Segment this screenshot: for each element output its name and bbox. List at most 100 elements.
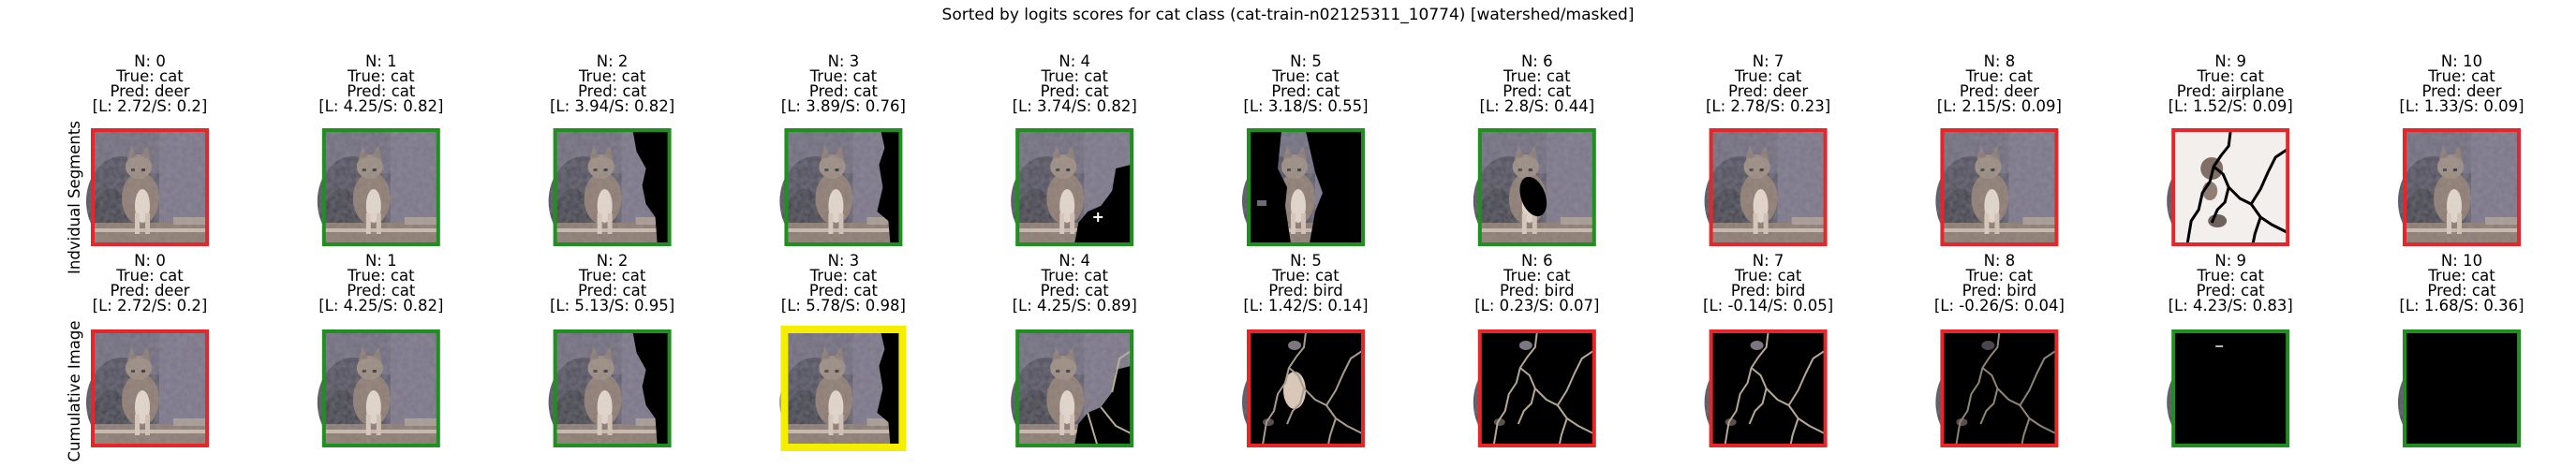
panel-index-label: N: 3: [828, 252, 860, 270]
panel-pred-label: Pred: cat: [1041, 82, 1110, 100]
panel-index-label: N: 10: [2441, 252, 2482, 270]
panel-true-label: True: cat: [1503, 67, 1571, 85]
panel-pred-label: Pred: cat: [1503, 82, 1572, 100]
panel-score-label: [L: 3.18/S: 0.55]: [1243, 97, 1368, 115]
panel-pred-label: Pred: cat: [1041, 282, 1110, 300]
panel-score-label: [L: 3.74/S: 0.82]: [1013, 97, 1137, 115]
panel-index-label: N: 9: [2214, 52, 2246, 70]
panel-true-label: True: cat: [1965, 267, 2034, 285]
panel-index-label: N: 7: [1753, 252, 1784, 270]
panel-pred-label: Pred: deer: [110, 282, 189, 300]
panel-true-label: True: cat: [1965, 67, 2034, 85]
panel-true-label: True: cat: [809, 267, 878, 285]
panel-border: [1015, 329, 1134, 447]
panel-index-label: N: 7: [1753, 52, 1784, 70]
panel-score-label: [L: 1.68/S: 0.36]: [2399, 297, 2524, 314]
segment-image: [2398, 332, 2518, 447]
panel-true-label: True: cat: [1734, 267, 1802, 285]
panel-true-label: True: cat: [2427, 67, 2495, 85]
panel-border: [780, 326, 907, 451]
panel-score-label: [L: 5.13/S: 0.95]: [550, 297, 674, 314]
panel-score-label: [L: 2.72/S: 0.2]: [93, 297, 208, 314]
panel-index-label: N: 2: [597, 52, 629, 70]
panel-score-label: [L: -0.14/S: 0.05]: [1703, 297, 1833, 314]
panel-index-label: N: 4: [1059, 252, 1090, 270]
panel-score-label: [L: 2.8/S: 0.44]: [1479, 97, 1594, 115]
segment-image: [1242, 131, 1362, 246]
panel-index-label: N: 6: [1521, 252, 1553, 270]
segment-image: [1473, 131, 1593, 246]
panel-pred-label: Pred: cat: [578, 82, 647, 100]
segment-image: [2167, 130, 2288, 246]
row-label-segments: Indvidual Segments: [66, 121, 83, 274]
panel-border: [1247, 128, 1365, 246]
panel-border: [321, 128, 440, 246]
panel-pred-label: Pred: cat: [1271, 82, 1340, 100]
panel-border: [91, 329, 209, 447]
panel-score-label: [L: 4.25/S: 0.82]: [318, 97, 443, 115]
panel-pred-label: Pred: cat: [578, 282, 647, 300]
panel-border: [91, 128, 209, 246]
panel-index-label: N: 6: [1521, 52, 1553, 70]
panel-border: [553, 128, 672, 246]
panel-pred-label: Pred: bird: [1500, 282, 1575, 300]
panel-border: [2171, 329, 2290, 447]
panel-index-label: N: 8: [1984, 252, 2016, 270]
segment-image: [1935, 131, 2056, 246]
panel-pred-label: Pred: bird: [1268, 282, 1343, 300]
panel-pred-label: Pred: cat: [809, 282, 879, 300]
panel-true-label: True: cat: [2196, 67, 2264, 85]
panel-true-label: True: cat: [809, 67, 878, 85]
segment-image: [548, 131, 669, 246]
panel-true-label: True: cat: [347, 67, 415, 85]
segment-image: [1242, 331, 1363, 447]
panel-index-label: N: 0: [134, 252, 166, 270]
panel-border: [1940, 128, 2059, 246]
panel-score-label: [L: 1.42/S: 0.14]: [1243, 297, 1368, 314]
panel-true-label: True: cat: [347, 267, 415, 285]
panel-index-label: N: 1: [365, 52, 397, 70]
segment-image: [317, 332, 437, 447]
panel-pred-label: Pred: deer: [1960, 82, 2039, 100]
panel-index-label: N: 1: [365, 252, 397, 270]
panel-score-label: [L: -0.26/S: 0.04]: [1934, 297, 2065, 314]
panel-score-label: [L: 0.23/S: 0.07]: [1474, 297, 1599, 314]
panel-true-label: True: cat: [115, 267, 184, 285]
panel-true-label: True: cat: [578, 67, 646, 85]
panel-border: [553, 329, 672, 447]
panel-score-label: [L: 5.78/S: 0.98]: [781, 297, 906, 314]
panel-pred-label: Pred: bird: [1731, 282, 1806, 300]
panel-score-label: [L: 2.15/S: 0.09]: [1937, 97, 2062, 115]
panel-pred-label: Pred: deer: [2421, 82, 2501, 100]
panel-true-label: True: cat: [1040, 267, 1108, 285]
segment-image: [1011, 332, 1132, 447]
panel-border: [2403, 329, 2521, 447]
panel-index-label: N: 4: [1059, 52, 1090, 70]
panel-border: [1709, 128, 1828, 246]
panel-score-label: [L: 1.33/S: 0.09]: [2399, 97, 2524, 115]
segment-image: [86, 332, 206, 447]
panel-pred-label: Pred: cat: [347, 82, 416, 100]
panel-border: [1247, 329, 1365, 447]
panel-border: [1477, 329, 1596, 447]
panel-index-label: N: 9: [2214, 252, 2246, 270]
segment-image: [1473, 331, 1594, 447]
panel-border: [784, 128, 903, 246]
panel-index-label: N: 8: [1984, 52, 2016, 70]
